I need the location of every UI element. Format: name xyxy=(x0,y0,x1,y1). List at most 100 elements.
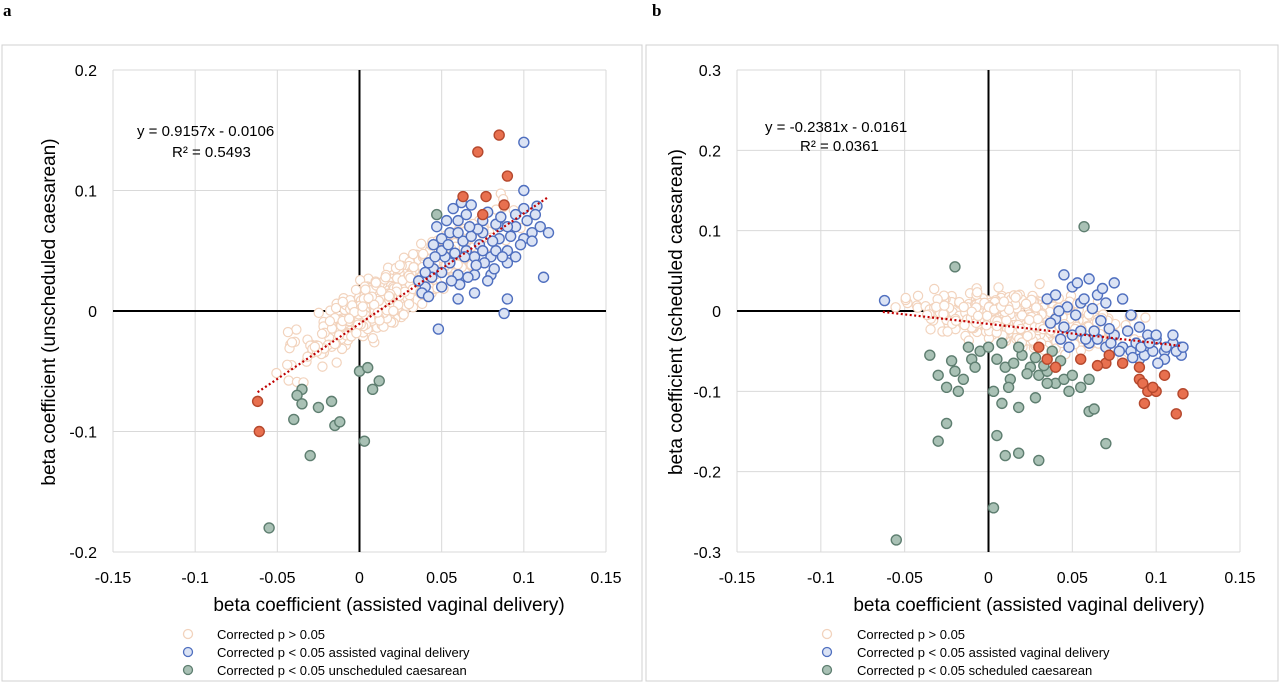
panel-a-point-nonsignificant xyxy=(331,357,342,368)
panel-a-x-tick-label: 0.1 xyxy=(513,570,535,587)
panel-a-legend-marker-cs xyxy=(182,664,194,676)
panel-b-point-nonsignificant xyxy=(900,292,911,304)
panel-a-x-axis-title: beta coefficient (assisted vaginal deliv… xyxy=(213,595,564,616)
panel-b-point-nonsignificant xyxy=(1034,278,1045,290)
panel-a-point-nonsignificant xyxy=(316,328,328,339)
panel-b-x-axis-title: beta coefficient (assisted vaginal deliv… xyxy=(853,595,1204,616)
panel-b-x-tick-label: -0.1 xyxy=(807,570,835,587)
panel-a-point-avd xyxy=(457,235,469,247)
panel-a-point-both xyxy=(498,199,510,211)
panel-b-point-nonsignificant xyxy=(998,296,1010,307)
panel-a-point-nonsignificant xyxy=(394,260,405,271)
panel-b-point-nonsignificant xyxy=(1015,323,1026,335)
panel-b-point-avd xyxy=(1083,273,1095,285)
panel-a-point-avd xyxy=(427,239,440,251)
panel-b-x-ticks: -0.15 -0.1 -0.05 0 0.05 0.1 0.15 xyxy=(719,570,1256,587)
panel-b-legend-marker-cs xyxy=(821,664,833,676)
panel-b-point-avd xyxy=(1105,337,1117,349)
panel-b-point-cs xyxy=(952,385,965,398)
panel-b-point-avd xyxy=(1071,277,1084,289)
panel-b-point-avd xyxy=(1121,325,1134,337)
panel-b-point-both xyxy=(1137,377,1149,389)
panel-a-point-nonsignificant xyxy=(302,351,313,362)
panel-a-point-avd xyxy=(529,208,542,221)
panel-b-point-cs xyxy=(949,261,961,273)
panel-b-point-both xyxy=(1103,349,1115,361)
panel-b-point-avd xyxy=(1133,321,1146,333)
panel-a-point-nonsignificant xyxy=(388,305,399,317)
panel-b-point-cs xyxy=(1088,403,1100,415)
panel-b-point-nonsignificant xyxy=(938,308,949,320)
panel-a-point-avd xyxy=(542,226,555,239)
panel-b-point-avd xyxy=(1108,277,1120,289)
panel-a-point-avd xyxy=(452,214,464,227)
panel-b-point-cs xyxy=(1012,447,1025,459)
panel-a-y-ticks: 0.2 0.1 0 -0.1 -0.2 xyxy=(69,63,97,562)
panel-b-y-axis-title: beta coefficient (scheduled caesarean) xyxy=(666,149,687,475)
panel-b-point-cs xyxy=(969,361,981,373)
panel-b-point-nonsignificant xyxy=(942,326,953,337)
panel-a-point-nonsignificant xyxy=(352,319,364,330)
panel-a-point-nonsignificant xyxy=(313,307,324,319)
panel-b-point-nonsignificant xyxy=(991,320,1003,332)
panel-a-x-tick-label: 0.05 xyxy=(426,570,457,587)
panel-a-point-cs xyxy=(362,361,374,374)
panel-a-point-avd xyxy=(501,220,514,233)
panel-b-point-nonsignificant xyxy=(1010,292,1021,303)
panel-a-x-tick-label: -0.05 xyxy=(259,570,296,587)
panel-a-point-nonsignificant xyxy=(417,248,429,260)
panel-a-point-avd xyxy=(509,251,522,263)
panel-b-legend-label-cs: Corrected p < 0.05 scheduled caesarean xyxy=(857,663,1092,678)
panel-a-point-nonsignificant xyxy=(282,326,294,338)
panel-a-point-avd xyxy=(429,251,441,263)
panel-a-point-avd xyxy=(495,211,507,223)
panel-b-y-tick-label: -0.1 xyxy=(693,384,721,401)
panel-b-point-nonsignificant xyxy=(1032,313,1043,325)
panel-a-point-avd xyxy=(460,208,473,221)
panel-b-point-both xyxy=(1133,361,1146,373)
panel-a-point-avd xyxy=(422,290,435,303)
panel-b-point-avd xyxy=(1177,341,1189,353)
panel-a-point-avd xyxy=(526,235,538,247)
panel-a-point-avd xyxy=(435,281,448,293)
panel-a-point-nonsignificant xyxy=(337,296,348,308)
panel-b-point-avd xyxy=(1058,321,1070,333)
panel-b-point-cs xyxy=(890,534,902,546)
panel-b-point-nonsignificant xyxy=(929,283,940,295)
panel-a-point-nonsignificant xyxy=(286,337,298,348)
panel-a-point-avd xyxy=(509,208,522,221)
panel-b-point-cs xyxy=(945,355,958,367)
panel-a-point-nonsignificant xyxy=(282,359,293,371)
panel-b-point-cs xyxy=(1100,437,1112,450)
panel-a-point-avd xyxy=(481,275,494,287)
panel-b-point-cs xyxy=(1063,385,1075,398)
panel-a-point-avd xyxy=(452,226,464,239)
panel-a-point-nonsignificant xyxy=(408,261,419,273)
panel-b-trendline xyxy=(882,310,1182,348)
panel-b-point-both xyxy=(1170,408,1182,420)
panel-a-point-avd xyxy=(419,266,431,279)
panel-b-point-cs xyxy=(1033,454,1045,467)
panel-a-point-both xyxy=(472,146,484,158)
panel-a-x-tick-label: 0.15 xyxy=(590,570,621,587)
panel-b-point-both xyxy=(1116,357,1129,369)
panel-b-point-avd xyxy=(1150,329,1162,341)
panel-b-point-nonsignificant xyxy=(1140,312,1151,323)
panel-b-point-avd xyxy=(1143,337,1156,349)
panel-b-point-nonsignificant xyxy=(972,310,984,322)
panel-b-x-tick-label: 0.1 xyxy=(1145,570,1167,587)
panel-a-point-avd xyxy=(477,245,489,257)
panel-b-point-nonsignificant xyxy=(1030,302,1042,313)
panel-a-legend-label-avd: Corrected p < 0.05 assisted vaginal deli… xyxy=(217,645,470,660)
panel-b-point-cs xyxy=(932,435,944,447)
panel-b-y-ticks: 0.3 0.2 0.1 0 -0.1 -0.2 -0.3 xyxy=(693,63,721,562)
panel-b-point-cs xyxy=(1012,341,1025,353)
panel-a-point-avd xyxy=(534,220,546,233)
panel-a-y-axis-title: beta coefficient (unscheduled caesarean) xyxy=(39,138,60,485)
panel-a-point-cs xyxy=(304,449,316,462)
panel-a-point-nonsignificant xyxy=(333,329,345,341)
panel-a-legend-label-cs: Corrected p < 0.05 unscheduled caesarean xyxy=(217,663,467,678)
panel-b-point-cs xyxy=(1021,367,1033,380)
panel-b-point-cs xyxy=(991,429,1003,442)
